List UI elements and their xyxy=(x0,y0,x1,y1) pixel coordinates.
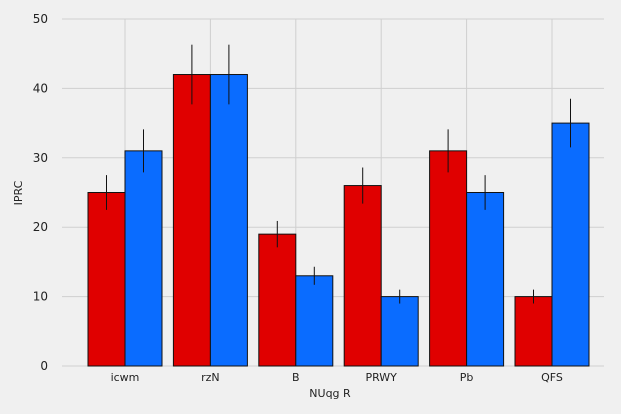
bar-series-2-PRWY xyxy=(380,296,419,367)
bar-series-2-rzN xyxy=(209,74,248,367)
x-tick-label: icwm xyxy=(111,371,140,384)
bar-series-1-icwm xyxy=(87,192,126,367)
bar-series-2-B xyxy=(295,275,334,367)
y-tick-label: 40 xyxy=(33,81,48,95)
y-axis-label: IPRC xyxy=(12,180,25,205)
bar-series-2-QFS xyxy=(551,122,590,367)
y-tick-label: 30 xyxy=(33,151,48,165)
bar-series-1-rzN xyxy=(172,74,211,367)
bar-series-1-QFS xyxy=(514,296,553,367)
bar-series-2-icwm xyxy=(124,150,163,367)
x-tick-label: Pb xyxy=(460,371,474,384)
x-tick-label: B xyxy=(292,371,300,384)
bar-series-2-Pb xyxy=(466,192,505,367)
y-tick-label: 20 xyxy=(33,220,48,234)
x-axis-label: NUqg R xyxy=(309,387,351,400)
y-tick-label: 0 xyxy=(40,359,48,373)
x-tick-label: rzN xyxy=(201,371,220,384)
error-bars-layer xyxy=(106,44,571,304)
bar-series-1-Pb xyxy=(429,150,468,367)
y-tick-labels: 0 10 20 30 40 50 xyxy=(33,12,48,373)
x-tick-labels: icwm rzN B PRWY Pb QFS xyxy=(111,371,563,384)
bar-series-1-B xyxy=(258,233,297,367)
y-tick-label: 50 xyxy=(33,12,48,26)
x-tick-label: PRWY xyxy=(365,371,397,384)
bars-layer xyxy=(87,74,590,367)
x-tick-label: QFS xyxy=(541,371,563,384)
bar-series-1-PRWY xyxy=(343,185,382,367)
y-tick-label: 10 xyxy=(33,290,48,304)
